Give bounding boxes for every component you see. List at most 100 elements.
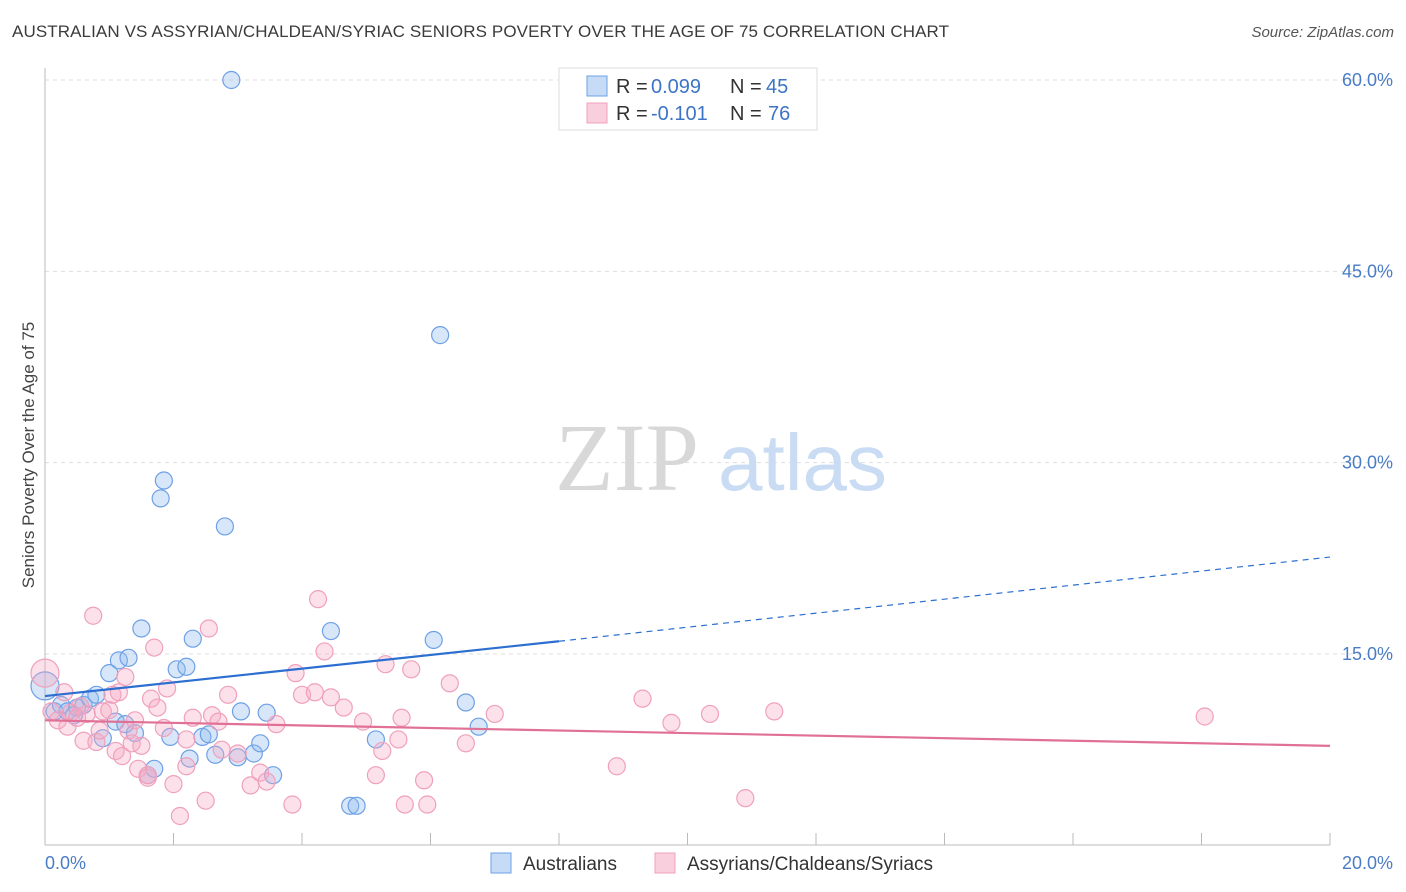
assyrians-point	[30, 658, 60, 688]
legend-top-n-value-2: 76	[768, 103, 790, 125]
trend-lines	[44, 556, 1331, 747]
legend-top-n-label-1: N =	[730, 76, 762, 98]
australians-point	[215, 517, 234, 536]
assyrians-point	[132, 736, 151, 755]
assyrians-point	[334, 698, 353, 717]
australians-point	[431, 326, 450, 345]
assyrians-point	[109, 683, 128, 702]
assyrians-point	[199, 619, 218, 638]
assyrians-point	[164, 775, 183, 794]
assyrians-point	[93, 702, 112, 721]
legend-bottom-swatch-australians	[490, 852, 512, 874]
assyrians-point	[456, 734, 475, 753]
australians-points	[30, 70, 488, 815]
assyrians-point	[183, 708, 202, 727]
source-label: Source: ZipAtlas.com	[1251, 24, 1394, 41]
assyrians-points	[30, 590, 1214, 826]
assyrians-point	[87, 732, 106, 752]
assyrians-point	[141, 689, 161, 708]
legend-bottom-label-assyrians: Assyrians/Chaldeans/Syriacs	[687, 854, 933, 875]
australians-point	[222, 70, 241, 90]
assyrians-point	[315, 642, 334, 661]
assyrians-point	[440, 674, 459, 693]
trend-line-solid-0	[44, 640, 560, 698]
assyrians-point	[286, 664, 305, 683]
chart-title: AUSTRALIAN VS ASSYRIAN/CHALDEAN/SYRIAC S…	[12, 22, 950, 41]
assyrians-point	[321, 688, 341, 707]
legend-top-swatch-australians	[586, 75, 608, 97]
assyrians-point	[219, 685, 238, 704]
axes	[44, 68, 1331, 846]
assyrians-point	[148, 698, 167, 717]
legend-top-swatch-assyrians	[586, 102, 608, 124]
legend-bottom-label-australians: Australians	[523, 854, 617, 875]
assyrians-point	[305, 683, 324, 702]
assyrians-point	[366, 766, 385, 785]
assyrians-point	[212, 740, 231, 759]
assyrians-point	[196, 791, 215, 810]
australians-point	[199, 725, 218, 744]
australians-point	[341, 796, 360, 815]
assyrians-point	[177, 757, 196, 776]
watermark-zip: ZIP	[555, 404, 699, 511]
australians-point	[151, 489, 170, 508]
legend-top: R = 0.099 N = 45 R = -0.101 N = 76	[558, 67, 818, 131]
assyrians-point	[395, 795, 414, 814]
x-tick-label-min: 0.0%	[45, 853, 86, 873]
assyrians-point	[71, 697, 90, 716]
assyrians-point	[90, 721, 109, 740]
assyrians-point	[228, 744, 247, 763]
australians-point	[244, 744, 263, 763]
australians-point	[119, 648, 138, 667]
legend-top-r-label-2: R =	[616, 103, 648, 125]
australians-point	[251, 734, 270, 753]
assyrians-point	[633, 689, 652, 708]
y-tick-label: 60.0%	[1342, 70, 1393, 90]
assyrians-point	[170, 806, 190, 826]
assyrians-point	[700, 704, 720, 724]
australians-point	[231, 702, 251, 721]
legend-bottom-swatch-assyrians	[654, 852, 676, 874]
watermark: ZIP atlas	[555, 404, 887, 511]
y-axis-label: Seniors Poverty Over the Age of 75	[19, 322, 38, 588]
assyrians-point	[177, 730, 196, 749]
assyrians-point	[283, 795, 302, 814]
legend-top-r-value-2: -0.101	[651, 103, 708, 125]
assyrians-point	[1195, 707, 1214, 726]
australians-point	[347, 796, 366, 815]
australians-point	[469, 717, 488, 736]
australians-point	[456, 693, 475, 712]
assyrians-point	[112, 746, 132, 766]
australians-point	[132, 619, 151, 638]
australians-point	[177, 657, 196, 676]
australians-point	[321, 621, 341, 641]
assyrians-point	[100, 701, 119, 720]
trend-line-solid-1	[44, 719, 1331, 747]
legend-bottom: Australians Assyrians/Chaldeans/Syriacs	[490, 852, 933, 875]
australians-point	[424, 630, 443, 650]
australians-point	[154, 471, 173, 490]
assyrians-point	[402, 660, 421, 679]
assyrians-point	[125, 711, 145, 730]
assyrians-point	[414, 771, 434, 790]
assyrians-point	[373, 741, 392, 761]
assyrians-point	[392, 708, 411, 727]
assyrians-point	[138, 766, 157, 785]
assyrians-point	[607, 757, 626, 776]
assyrians-point	[389, 730, 408, 749]
y-tick-label: 30.0%	[1342, 453, 1393, 473]
assyrians-point	[84, 606, 103, 625]
australians-point	[366, 730, 385, 749]
grid-lines	[45, 79, 1390, 655]
x-tick-label-max: 20.0%	[1342, 853, 1393, 873]
assyrians-point	[308, 590, 328, 609]
legend-top-n-label-2: N =	[730, 103, 762, 125]
y-tick-label: 15.0%	[1342, 644, 1393, 664]
assyrians-point	[736, 789, 755, 808]
assyrians-point	[257, 772, 276, 791]
assyrians-point	[145, 638, 164, 657]
legend-top-n-value-1: 45	[766, 76, 788, 98]
assyrians-point	[485, 704, 504, 724]
assyrians-point	[418, 795, 437, 814]
